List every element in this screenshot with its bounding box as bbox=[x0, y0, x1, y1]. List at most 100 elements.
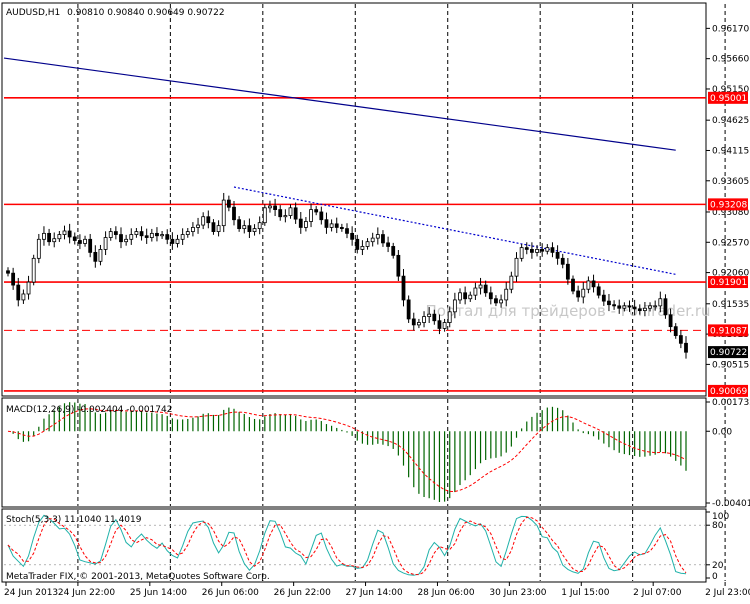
level-label-bg-1 bbox=[708, 198, 748, 211]
macd-indicator bbox=[7, 402, 687, 503]
candle-body-12 bbox=[67, 230, 72, 238]
candle-body-65 bbox=[339, 227, 344, 230]
candle-body-117 bbox=[607, 300, 611, 306]
candlesticks bbox=[6, 192, 688, 359]
candle-body-3 bbox=[21, 293, 26, 301]
candle-body-13 bbox=[72, 236, 77, 241]
candle-body-120 bbox=[622, 305, 627, 309]
candle-body-86 bbox=[447, 311, 452, 323]
level-label-0: 0.95001 bbox=[710, 94, 747, 104]
candle-body-49 bbox=[257, 222, 262, 230]
candle-body-34 bbox=[180, 234, 185, 240]
candle-body-46 bbox=[242, 225, 247, 230]
candle-body-122 bbox=[632, 306, 637, 310]
candle-body-35 bbox=[185, 231, 190, 235]
candle-body-97 bbox=[504, 288, 509, 301]
candle-body-57 bbox=[298, 218, 303, 228]
macd-header: MACD(12,26,9) -0.002404 -0.001742 bbox=[6, 405, 172, 415]
macd-tick-label-2: -0.004014 bbox=[712, 499, 750, 509]
level-label-1: 0.93208 bbox=[710, 200, 747, 210]
candle-body-101 bbox=[524, 247, 529, 250]
symbol-timeframe: AUDUSD,H1 bbox=[6, 8, 60, 18]
candle-body-94 bbox=[488, 292, 493, 300]
candle-body-70 bbox=[365, 241, 370, 247]
level-label-2: 0.91901 bbox=[710, 278, 747, 288]
candle-body-129 bbox=[668, 314, 673, 328]
candle-body-44 bbox=[232, 206, 236, 221]
candle-body-23 bbox=[124, 238, 129, 243]
candle-body-28 bbox=[149, 232, 154, 238]
candle-body-126 bbox=[653, 305, 658, 308]
candle-body-16 bbox=[88, 238, 93, 253]
candle-body-114 bbox=[591, 280, 596, 288]
candle-body-98 bbox=[509, 275, 514, 290]
candle-body-131 bbox=[678, 335, 683, 344]
candle-body-91 bbox=[473, 287, 478, 296]
candle-body-31 bbox=[165, 234, 170, 240]
candle-body-74 bbox=[386, 242, 390, 247]
candle-body-26 bbox=[139, 231, 144, 237]
candle-body-107 bbox=[555, 251, 560, 259]
stoch-panel-frame bbox=[1, 508, 707, 583]
symbol-header: AUDUSD,H1 0.90810 0.90840 0.90649 0.9072… bbox=[6, 8, 225, 18]
candle-body-112 bbox=[581, 288, 586, 298]
candle-body-121 bbox=[627, 305, 632, 308]
time-tick-label-9: 2 Jul 07:00 bbox=[633, 588, 682, 598]
candle-body-36 bbox=[191, 227, 195, 232]
candle-body-119 bbox=[617, 305, 622, 309]
macd-signal-line bbox=[7, 408, 687, 493]
candle-body-64 bbox=[334, 223, 339, 228]
candle-body-132 bbox=[684, 342, 688, 353]
candle-body-7 bbox=[42, 232, 46, 240]
time-tick-label-5: 27 Jun 14:00 bbox=[346, 588, 403, 598]
candle-body-109 bbox=[565, 263, 570, 280]
price-tick-label-8: 0.92060 bbox=[712, 269, 749, 279]
candle-body-71 bbox=[370, 237, 375, 243]
candle-body-99 bbox=[514, 257, 519, 277]
stoch-header: Stoch(5,3,3) 11.1040 11.4019 bbox=[6, 515, 142, 525]
candle-body-51 bbox=[268, 205, 272, 209]
candle-body-39 bbox=[206, 216, 211, 224]
price-level-labels: 0.95001 0.93208 0.91901 0.91087 0.90069 0.907… bbox=[708, 91, 748, 397]
stoch-tick-label-2: 20 bbox=[712, 561, 724, 571]
trendline-1[interactable] bbox=[233, 186, 676, 275]
candle-body-5 bbox=[31, 257, 36, 283]
price-panel-frame bbox=[1, 2, 707, 397]
ohlc-values: 0.90810 0.90840 0.90649 0.90722 bbox=[67, 8, 224, 18]
candle-body-55 bbox=[288, 207, 293, 216]
time-tick-label-2: 25 Jun 14:00 bbox=[130, 588, 187, 598]
candle-body-21 bbox=[113, 231, 118, 235]
current-price-bg bbox=[708, 346, 748, 359]
candle-body-102 bbox=[530, 249, 534, 253]
stoch-signal-line bbox=[7, 516, 687, 576]
candle-body-17 bbox=[93, 251, 98, 262]
candle-body-20 bbox=[108, 231, 113, 238]
trendlines[interactable] bbox=[3, 57, 676, 275]
candle-body-96 bbox=[499, 299, 503, 304]
level-label-bg-3 bbox=[708, 324, 748, 337]
trendline-0[interactable] bbox=[3, 57, 676, 151]
candle-body-106 bbox=[550, 247, 555, 253]
macd-panel-frame bbox=[1, 397, 707, 508]
candle-body-104 bbox=[540, 249, 545, 252]
candle-body-1 bbox=[11, 272, 16, 286]
candle-body-37 bbox=[196, 224, 200, 228]
stoch-main-line bbox=[7, 514, 687, 576]
candle-body-68 bbox=[355, 238, 360, 250]
price-tick-label-4: 0.94115 bbox=[712, 146, 749, 156]
candle-body-90 bbox=[468, 294, 473, 300]
candle-body-105 bbox=[545, 247, 550, 252]
candle-body-10 bbox=[57, 234, 62, 240]
level-label-4: 0.90069 bbox=[710, 387, 747, 397]
candle-body-59 bbox=[309, 209, 313, 222]
candle-body-25 bbox=[134, 231, 139, 235]
macd-tick-label-1: 0.00 bbox=[712, 427, 732, 437]
price-axis: 0.96170 0.95660 0.95150 0.94625 0.94115 0.936… bbox=[706, 24, 749, 370]
price-tick-label-11: 0.90515 bbox=[712, 360, 749, 370]
time-tick-label-3: 26 Jun 06:00 bbox=[202, 588, 259, 598]
candle-body-89 bbox=[463, 292, 468, 300]
candle-body-47 bbox=[247, 225, 252, 232]
